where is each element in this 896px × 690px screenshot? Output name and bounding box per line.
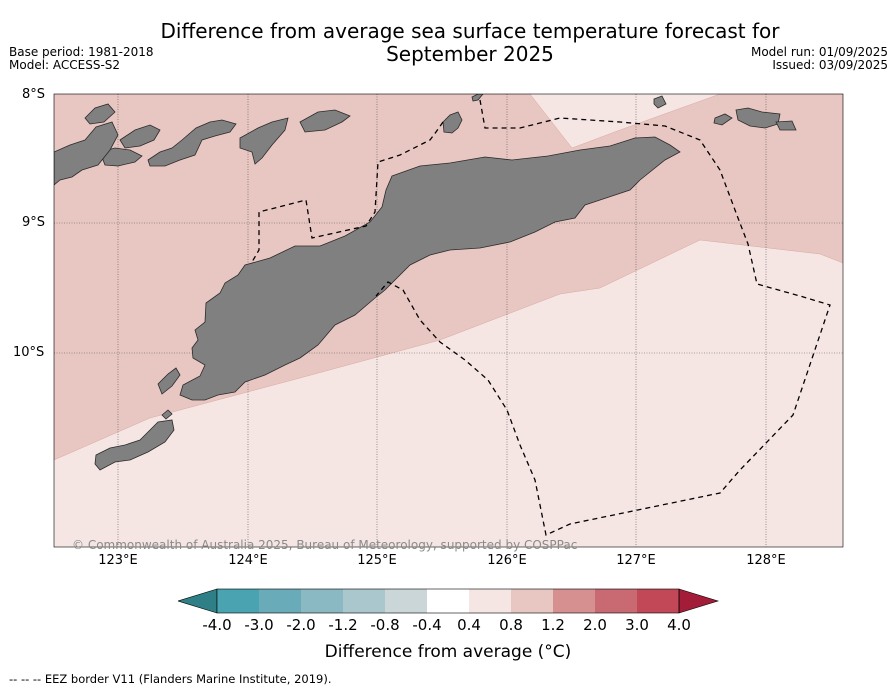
colorbar-swatch-1 xyxy=(217,589,259,613)
issued-label: Issued: 03/09/2025 xyxy=(772,58,888,72)
lembata-island xyxy=(147,119,237,167)
lon-label-127e: 127°E xyxy=(616,553,656,568)
colorbar-swatch-4 xyxy=(343,589,385,613)
meta-right: Model run: 01/09/2025 Issued: 03/09/2025 xyxy=(751,46,888,72)
model-label: Model: ACCESS-S2 xyxy=(9,58,121,72)
eez-border xyxy=(251,121,444,263)
colorbar-tick: -1.2 xyxy=(328,616,358,634)
lat-label-8s: 8°S xyxy=(22,87,46,102)
colorbar-tick: 4.0 xyxy=(667,616,691,634)
colorbar-tick: 1.2 xyxy=(541,616,565,634)
sawu-island xyxy=(94,419,175,471)
colorbar-swatch-10 xyxy=(595,589,637,613)
title-line-1: Difference from average sea surface temp… xyxy=(160,19,780,43)
eez-legend-footer: -- -- -- EEZ border V11 (Flanders Marine… xyxy=(9,672,332,686)
colorbar-swatch-3 xyxy=(301,589,343,613)
meta-left: Base period: 1981-2018 Model: ACCESS-S2 xyxy=(9,46,154,72)
colorbar-tick: 2.0 xyxy=(583,616,607,634)
lat-label-9s: 9°S xyxy=(22,215,46,230)
eez-border-2 xyxy=(375,99,831,536)
flores-islet xyxy=(84,103,116,125)
colorbar-tick: 3.0 xyxy=(625,616,649,634)
lon-label-123e: 123°E xyxy=(98,553,138,568)
colorbar-swatch-2 xyxy=(259,589,301,613)
colorbar-swatch-6 xyxy=(427,589,469,613)
lon-label-126e: 126°E xyxy=(487,553,527,568)
alor-island xyxy=(299,109,351,133)
title-line-2: September 2025 xyxy=(386,42,554,66)
map-frame xyxy=(53,93,844,548)
colorbar-tick: -2.0 xyxy=(286,616,316,634)
small-island-a xyxy=(471,94,484,102)
small-island-d xyxy=(713,113,733,126)
small-island-c xyxy=(775,120,797,131)
land xyxy=(54,94,797,471)
pantar-island xyxy=(239,117,289,165)
flores-island xyxy=(54,121,119,186)
adonara-island xyxy=(119,124,161,149)
model-run-label: Model run: 01/09/2025 xyxy=(750,45,888,59)
colorbar-low-arrow xyxy=(178,588,218,614)
lat-label-10s: 10°S xyxy=(13,345,45,360)
colorbar xyxy=(178,588,720,614)
lon-label-128e: 128°E xyxy=(746,553,786,568)
solor-island xyxy=(99,147,143,167)
colorbar-swatch-9 xyxy=(553,589,595,613)
colorbar-tick: -0.4 xyxy=(412,616,442,634)
colorbar-title: Difference from average (°C) xyxy=(324,642,572,662)
colorbar-tick: -0.8 xyxy=(370,616,400,634)
colorbar-outline xyxy=(216,588,680,614)
colorbar-tick: -4.0 xyxy=(202,616,232,634)
colorbar-high-arrow xyxy=(678,588,720,614)
copyright-text: © Commonwealth of Australia 2025, Bureau… xyxy=(72,538,578,552)
colorbar-swatch-5 xyxy=(385,589,427,613)
colorbar-swatch-11 xyxy=(637,589,679,613)
colorbar-tick: 0.8 xyxy=(499,616,523,634)
colorbar-tick: -3.0 xyxy=(244,616,274,634)
colorbar-swatch-8 xyxy=(511,589,553,613)
atauro-island xyxy=(442,111,463,134)
base-period-label: Base period: 1981-2018 xyxy=(9,45,154,59)
colorbar-tick: 0.4 xyxy=(457,616,481,634)
timor-island xyxy=(179,136,681,401)
rote-island xyxy=(157,367,181,395)
colorbar-swatch-7 xyxy=(469,589,511,613)
small-island-e xyxy=(161,409,173,420)
lon-label-124e: 124°E xyxy=(228,553,268,568)
small-island-b xyxy=(653,95,667,109)
lon-label-125e: 125°E xyxy=(357,553,397,568)
map-title: Difference from average sea surface temp… xyxy=(0,20,896,66)
